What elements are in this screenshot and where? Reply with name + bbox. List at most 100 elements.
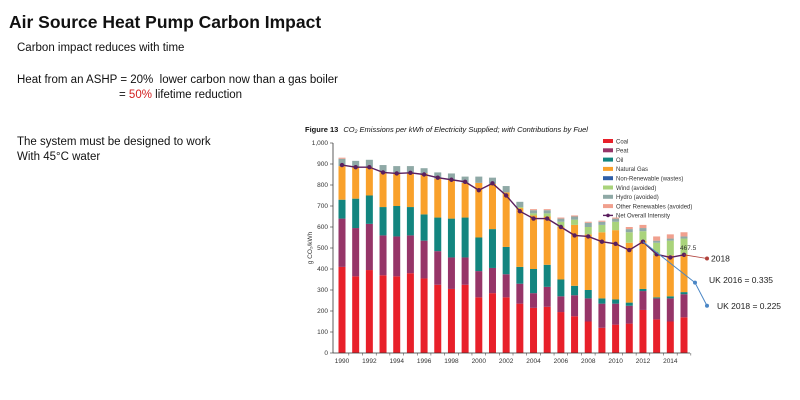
bar-natural-gas-1998 (447, 179, 455, 219)
bar-wind-avoided--2004 (530, 213, 538, 216)
bar-oil-1994 (393, 206, 401, 237)
bar-coal-1998 (447, 288, 455, 353)
legend-label: Non-Renewable (wastes) (616, 177, 683, 183)
bar-other-renewables-avoided--2005 (543, 209, 551, 211)
bar-oil-2003 (516, 266, 524, 284)
slide-title: Air Source Heat Pump Carbon Impact (9, 12, 322, 32)
lifetime-reduction-suffix: lifetime reduction (151, 89, 243, 101)
y-tick-label: 700 (317, 203, 328, 210)
bar-peat-2003 (516, 283, 524, 304)
y-tick-label: 200 (317, 308, 328, 315)
bar-oil-1992 (365, 195, 373, 224)
x-tick-label: 1998 (444, 358, 459, 365)
net-intensity-point-1991 (353, 164, 358, 170)
legend-swatch-other-renewables-avoided- (603, 204, 613, 209)
y-tick-label: 100 (317, 329, 328, 336)
bar-peat-1995 (406, 235, 414, 274)
net-intensity-point-2014 (668, 255, 673, 260)
bar-coal-1990 (338, 266, 346, 353)
bar-peat-2004 (530, 293, 538, 308)
x-tick-label: 1996 (417, 358, 432, 365)
bar-oil-1991 (352, 198, 360, 229)
design-requirement-text: The system must be designed to work (17, 136, 211, 148)
bar-natural-gas-1995 (406, 172, 414, 208)
bar-natural-gas-2005 (543, 216, 551, 265)
bar-peat-2007 (571, 295, 579, 317)
legend-label: Peat (616, 149, 629, 155)
bar-natural-gas-2000 (475, 182, 483, 238)
bar-natural-gas-2002 (502, 192, 510, 247)
bar-natural-gas-2007 (571, 224, 579, 286)
bar-peat-2011 (625, 305, 633, 324)
bar-wind-avoided--2007 (571, 219, 579, 225)
bar-natural-gas-2006 (557, 227, 565, 280)
bar-oil-1997 (434, 217, 442, 252)
bar-oil-2009 (598, 298, 606, 304)
bar-hydro-avoided--2004 (530, 210, 538, 214)
bar-other-renewables-avoided--2015 (680, 232, 688, 237)
bar-oil-2004 (530, 269, 538, 294)
bar-oil-1995 (406, 207, 414, 236)
legend-label: Coal (616, 139, 628, 145)
bar-oil-1998 (447, 218, 455, 258)
x-tick-label: 2002 (499, 358, 514, 365)
bar-natural-gas-2012 (639, 240, 647, 289)
bar-wind-avoided--2005 (543, 213, 551, 217)
bar-oil-1996 (420, 214, 428, 241)
bar-coal-2004 (530, 307, 538, 353)
bar-oil-2010 (612, 299, 620, 304)
bar-coal-2007 (571, 316, 579, 353)
bar-oil-2006 (557, 279, 565, 297)
x-tick-label: 2004 (526, 358, 541, 365)
net-intensity-point-1995 (408, 170, 413, 176)
net-intensity-point-2001 (490, 181, 495, 186)
net-intensity-point-2004 (531, 216, 536, 221)
bar-wind-avoided--2012 (639, 231, 647, 241)
bar-oil-1999 (461, 217, 469, 258)
bar-hydro-avoided--2001 (488, 177, 496, 184)
bar-other-renewables-avoided--1990 (338, 157, 346, 159)
ashp-comparison-text: Heat from an ASHP = 20% lower carbon now… (17, 74, 339, 86)
bar-hydro-avoided--2012 (639, 228, 647, 232)
bar-other-renewables-avoided--2010 (612, 217, 620, 219)
bar-wind-avoided--2003 (516, 207, 524, 209)
net-intensity-line-group (339, 162, 687, 260)
bars-group (338, 157, 688, 353)
bar-natural-gas-2010 (612, 230, 620, 300)
bar-oil-2007 (571, 285, 579, 296)
bar-oil-2005 (543, 264, 551, 287)
bar-hydro-avoided--1995 (406, 166, 414, 173)
net-intensity-point-1994 (394, 171, 399, 176)
bar-hydro-avoided--1994 (393, 166, 401, 174)
x-tick-label: 1992 (362, 358, 377, 365)
bar-hydro-avoided--1990 (338, 158, 346, 167)
net-intensity-point-2007 (572, 233, 577, 238)
water-temp-text: With 45°C water (17, 151, 101, 163)
bar-peat-2015 (680, 294, 688, 318)
legend-swatch-coal (603, 139, 613, 143)
bar-peat-1996 (420, 240, 428, 279)
bar-natural-gas-1994 (393, 173, 401, 206)
figure-title: Figure 13 CO₂ Emissions per kWh of Electr… (305, 125, 588, 134)
bar-coal-2008 (584, 321, 592, 353)
bar-peat-2014 (666, 298, 674, 322)
legend-marker-net-intensity (606, 213, 610, 218)
legend-group: Coal Peat Oil Natural Gas Non-Renewable (was… (603, 139, 692, 220)
figure-label: Figure 13 (305, 125, 339, 134)
bar-hydro-avoided--2005 (543, 210, 551, 214)
net-intensity-point-2000 (476, 188, 481, 193)
legend-label: Natural Gas (616, 167, 648, 173)
equals-sign: = (119, 89, 129, 101)
bar-other-renewables-avoided--2008 (584, 221, 592, 223)
x-tick-label: 2014 (663, 358, 678, 365)
bar-peat-2006 (557, 296, 565, 313)
bar-coal-1993 (379, 275, 387, 353)
subtitle-text: Carbon impact reduces with time (17, 42, 185, 54)
bar-peat-1992 (365, 223, 373, 271)
bar-oil-2012 (639, 288, 647, 292)
bar-natural-gas-2008 (584, 234, 592, 290)
annotations-group: 467.5 2018 UK 2016 = 0.335 UK 2018 = 0.225 (642, 241, 781, 311)
bar-oil-1993 (379, 207, 387, 236)
x-tick-label: 2006 (554, 358, 569, 365)
bar-coal-1997 (434, 284, 442, 353)
